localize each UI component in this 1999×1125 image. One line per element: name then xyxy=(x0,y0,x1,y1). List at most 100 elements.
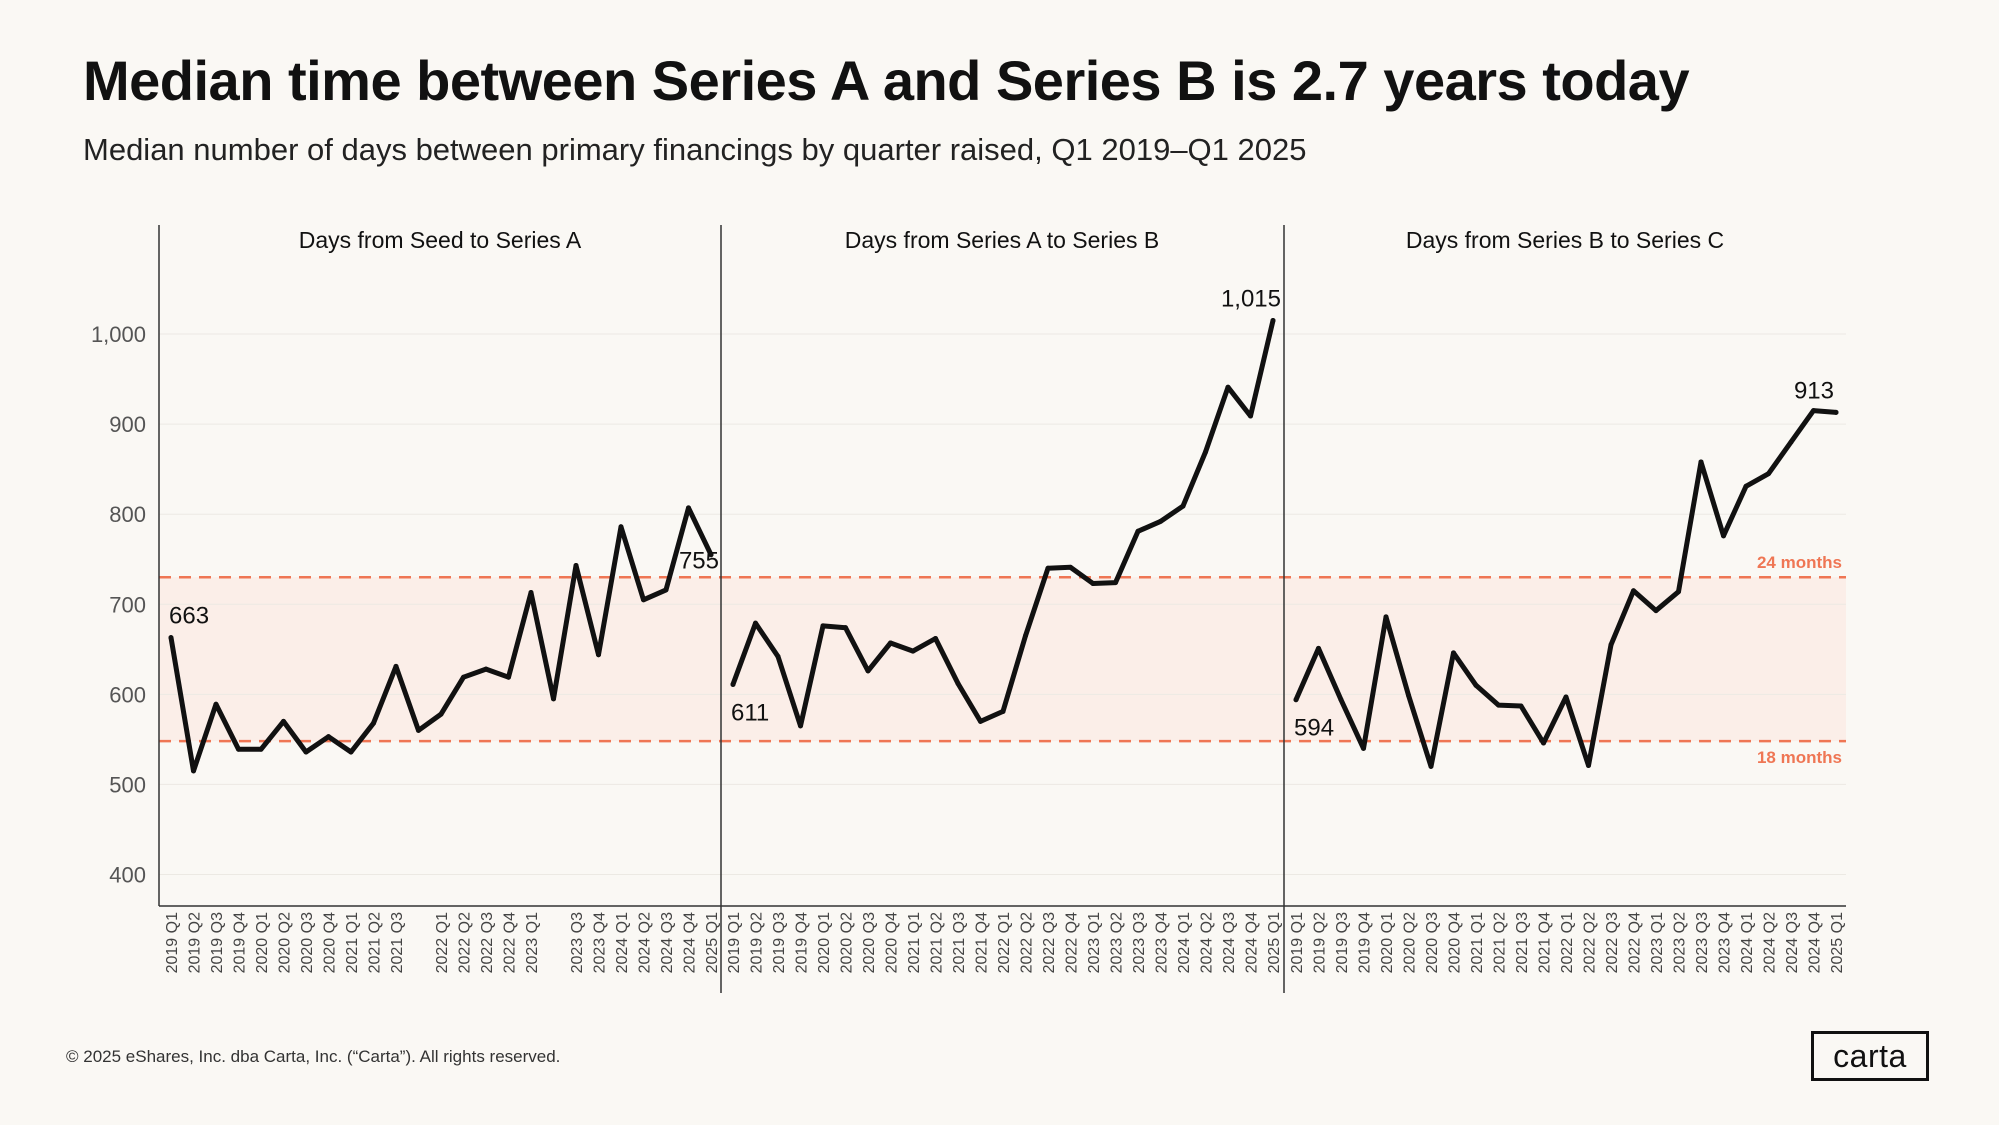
x-tick-group: 2021 Q1 xyxy=(344,912,361,973)
x-tick-group: 2020 Q1 xyxy=(254,912,271,973)
x-tick-label: 2023 Q3 xyxy=(1131,912,1148,973)
x-tick-group: 2022 Q4 xyxy=(1064,912,1081,973)
x-tick-group: 2023 Q4 xyxy=(1154,912,1171,973)
x-tick-group: 2020 Q2 xyxy=(1402,912,1419,973)
data-point xyxy=(1203,449,1208,455)
data-point xyxy=(1338,697,1344,703)
x-tick-label: 2021 Q2 xyxy=(929,912,946,973)
x-tick-label: 2022 Q4 xyxy=(1064,912,1081,973)
x-tick-group: 2023 Q1 xyxy=(1649,912,1666,973)
x-tick-group: 2021 Q2 xyxy=(929,912,946,973)
y-tick-label: 1,000 xyxy=(91,322,146,347)
x-tick-label: 2023 Q4 xyxy=(1154,912,1171,973)
data-point xyxy=(1023,633,1028,639)
data-point xyxy=(213,701,219,707)
data-point xyxy=(1225,384,1231,390)
data-point xyxy=(326,734,331,740)
x-tick-group: 2023 Q2 xyxy=(1672,912,1689,973)
data-point xyxy=(1406,692,1411,698)
x-tick-group: 2022 Q1 xyxy=(996,912,1013,973)
x-tick-group: 2021 Q4 xyxy=(1537,912,1554,973)
x-tick-group: 2019 Q1 xyxy=(164,912,181,973)
data-point xyxy=(933,635,938,641)
start-value-label: 611 xyxy=(731,699,769,726)
x-tick-label: 2019 Q3 xyxy=(1334,912,1351,973)
y-tick-label: 500 xyxy=(109,772,146,797)
x-tick-label: 2020 Q2 xyxy=(839,912,856,973)
x-tick-group: 2024 Q3 xyxy=(1221,912,1238,973)
x-tick-group: 2024 Q2 xyxy=(637,912,654,973)
x-tick-group: 2023 Q3 xyxy=(1131,912,1148,973)
x-tick-label: 2021 Q3 xyxy=(389,912,406,973)
x-tick-group: 2025 Q1 xyxy=(1829,912,1846,973)
data-point xyxy=(416,727,421,733)
data-point xyxy=(843,625,848,631)
end-value-label: 755 xyxy=(679,548,719,575)
x-tick-group: 2022 Q4 xyxy=(1627,912,1644,973)
data-point xyxy=(1113,580,1118,586)
data-point xyxy=(596,652,601,658)
data-point xyxy=(1563,694,1569,700)
data-point xyxy=(775,654,781,660)
data-point xyxy=(1631,588,1636,594)
data-point xyxy=(303,749,309,755)
x-tick-group: 2019 Q1 xyxy=(1289,912,1306,973)
panel-title: Days from Series B to Series C xyxy=(1406,227,1724,253)
x-tick-label: 2020 Q3 xyxy=(1424,912,1441,973)
x-tick-group: 2021 Q3 xyxy=(1514,912,1531,973)
x-tick-group: 2021 Q2 xyxy=(367,912,384,973)
copyright-footer: © 2025 eShares, Inc. dba Carta, Inc. (“C… xyxy=(66,1047,561,1066)
data-point xyxy=(663,587,669,593)
data-point xyxy=(483,666,489,672)
x-tick-label: 2024 Q1 xyxy=(1176,912,1193,973)
x-tick-label: 2019 Q4 xyxy=(1357,912,1374,973)
x-tick-label: 2023 Q1 xyxy=(524,912,541,973)
x-tick-group: 2019 Q3 xyxy=(1334,912,1351,973)
data-point xyxy=(236,746,241,752)
data-point xyxy=(1698,459,1704,465)
data-point xyxy=(910,648,916,654)
x-tick-label: 2020 Q3 xyxy=(861,912,878,973)
panel-title: Days from Series A to Series B xyxy=(845,227,1159,253)
x-tick-group: 2019 Q4 xyxy=(794,912,811,973)
x-tick-label: 2023 Q4 xyxy=(592,912,609,973)
x-tick-group: 2023 Q2 xyxy=(1109,912,1126,973)
x-tick-label: 2024 Q3 xyxy=(1221,912,1238,973)
x-tick-group: 2022 Q4 xyxy=(502,912,519,973)
panel-title: Days from Seed to Series A xyxy=(299,227,582,253)
data-point xyxy=(1090,581,1096,587)
data-point xyxy=(978,718,983,724)
data-point xyxy=(1608,642,1614,648)
data-point xyxy=(1383,614,1389,620)
x-tick-label: 2024 Q2 xyxy=(1762,912,1779,973)
data-point xyxy=(1743,483,1749,489)
data-point xyxy=(888,640,893,646)
x-tick-label: 2020 Q1 xyxy=(816,912,833,973)
x-tick-group: 2025 Q1 xyxy=(704,912,721,973)
x-tick-label: 2022 Q1 xyxy=(434,912,451,973)
x-tick-group: 2025 Q1 xyxy=(1266,912,1283,973)
data-point xyxy=(528,590,534,596)
x-tick-group: 2023 Q1 xyxy=(1086,912,1103,973)
data-point xyxy=(191,768,196,774)
x-tick-group: 2024 Q3 xyxy=(659,912,676,973)
data-point xyxy=(1045,565,1051,571)
data-point xyxy=(1788,439,1794,445)
x-tick-label: 2021 Q1 xyxy=(344,912,361,973)
data-point xyxy=(1518,703,1524,709)
x-tick-group: 2019 Q2 xyxy=(1312,912,1329,973)
x-tick-group: 2022 Q2 xyxy=(1019,912,1036,973)
x-tick-group: 2019 Q2 xyxy=(187,912,204,973)
x-tick-label: 2024 Q1 xyxy=(614,912,631,973)
data-point xyxy=(461,674,466,680)
data-point xyxy=(1270,318,1276,324)
x-tick-label: 2024 Q2 xyxy=(637,912,654,973)
x-tick-group: 2021 Q1 xyxy=(1469,912,1486,973)
x-tick-label: 2024 Q3 xyxy=(659,912,676,973)
x-tick-group: 2022 Q3 xyxy=(1604,912,1621,973)
x-tick-group: 2019 Q1 xyxy=(726,912,743,973)
data-point xyxy=(865,668,871,674)
page-title: Median time between Series A and Series … xyxy=(83,49,1690,112)
x-tick-group: 2020 Q3 xyxy=(861,912,878,973)
x-tick-label: 2024 Q2 xyxy=(1199,912,1216,973)
